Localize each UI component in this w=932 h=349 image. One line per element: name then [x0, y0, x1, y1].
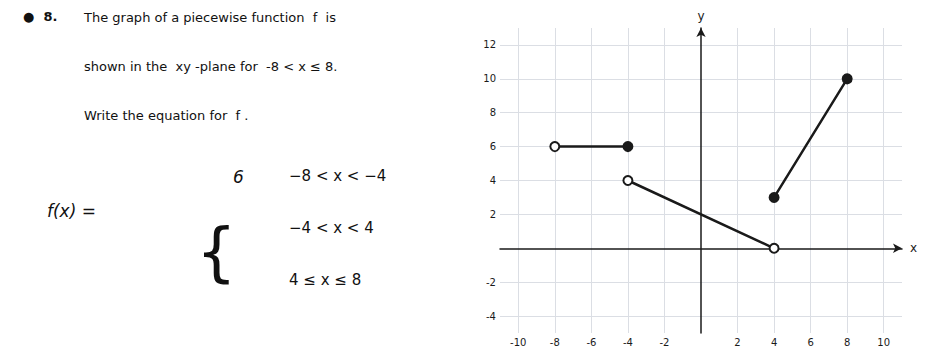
- svg-text:8: 8: [844, 337, 850, 348]
- svg-text:-8: -8: [550, 337, 560, 348]
- svg-text:12: 12: [483, 39, 496, 50]
- svg-text:−8 < x < −4: −8 < x < −4: [289, 167, 386, 185]
- svg-text:6: 6: [233, 167, 244, 187]
- svg-text:y: y: [697, 9, 704, 23]
- svg-text:The graph of a piecewise funct: The graph of a piecewise function f is: [83, 10, 336, 25]
- svg-text:8: 8: [490, 107, 496, 118]
- svg-text:-6: -6: [586, 337, 596, 348]
- svg-text:6: 6: [807, 337, 813, 348]
- svg-text:4 ≤ x ≤ 8: 4 ≤ x ≤ 8: [289, 271, 361, 289]
- svg-text:2: 2: [490, 209, 496, 220]
- svg-text:4: 4: [771, 337, 777, 348]
- svg-text:● 8.: ● 8.: [23, 9, 57, 24]
- svg-text:2: 2: [734, 337, 740, 348]
- svg-text:10: 10: [877, 337, 890, 348]
- svg-text:-4: -4: [623, 337, 633, 348]
- svg-text:{: {: [196, 215, 237, 289]
- svg-text:4: 4: [490, 175, 496, 186]
- svg-text:-10: -10: [510, 337, 526, 348]
- svg-text:shown in the xy -plane for -: shown in the xy -plane for -8 < x ≤ 8.: [84, 59, 337, 74]
- svg-text:-4: -4: [486, 311, 496, 322]
- svg-text:-2: -2: [659, 337, 669, 348]
- svg-text:f(x) =: f(x) =: [47, 201, 96, 221]
- svg-text:-2: -2: [486, 277, 496, 288]
- svg-text:−4 < x < 4: −4 < x < 4: [289, 219, 374, 237]
- svg-text:x: x: [910, 241, 917, 255]
- svg-text:6: 6: [490, 141, 496, 152]
- svg-text:Write the equation for f .: Write the equation for f .: [84, 108, 248, 123]
- svg-text:10: 10: [483, 73, 496, 84]
